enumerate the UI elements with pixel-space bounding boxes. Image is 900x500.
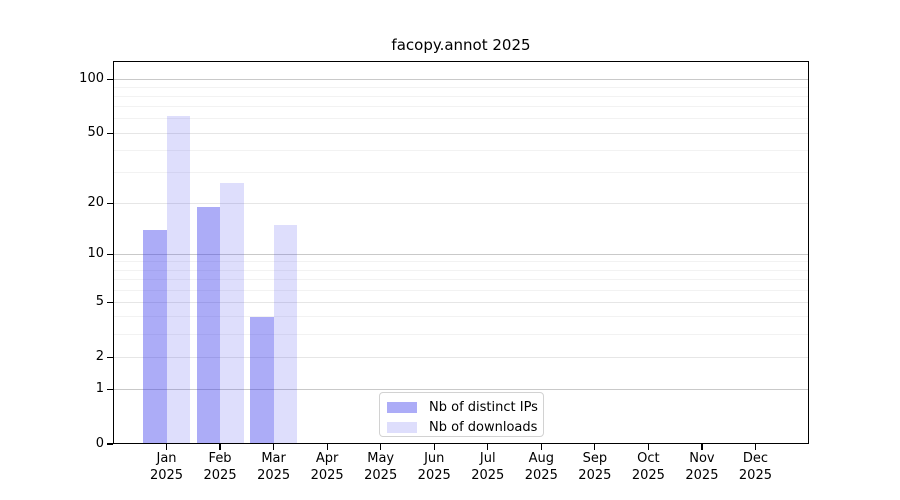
gridline-minor-labeled [114, 132, 808, 134]
x-tick-label-line: 2025 [578, 468, 612, 483]
x-tick-label-jul: Jul 2025 [458, 450, 518, 484]
y-tick-mark [107, 356, 113, 358]
x-tick-label-line: 2025 [257, 468, 291, 483]
x-tick-mark [433, 444, 435, 450]
gridline-major [114, 78, 808, 80]
gridline-minor [114, 86, 808, 88]
y-tick-mark [107, 78, 113, 80]
legend-swatch-downloads [387, 421, 417, 433]
gridline-minor-labeled [114, 356, 808, 358]
y-tick-mark [107, 132, 113, 134]
x-tick-label-line: 2025 [631, 468, 665, 483]
x-tick-label-aug: Aug 2025 [511, 450, 571, 484]
x-tick-label-feb: Feb 2025 [190, 450, 250, 484]
gridline-major [114, 253, 808, 255]
y-tick-label: 50 [87, 124, 104, 140]
legend-swatch-distinct-ips [387, 401, 417, 413]
y-tick-label: 10 [87, 245, 104, 261]
legend: Nb of distinct IPs Nb of downloads [379, 392, 544, 437]
x-tick-mark [380, 444, 382, 450]
x-tick-label-dec: Dec 2025 [725, 450, 785, 484]
x-tick-mark [273, 444, 275, 450]
x-tick-mark [701, 444, 703, 450]
x-tick-mark [487, 444, 489, 450]
x-tick-label-line: 2025 [471, 468, 505, 483]
x-tick-label-jan: Jan 2025 [137, 450, 197, 484]
x-tick-label-line: May [367, 451, 395, 466]
legend-item-downloads: Nb of downloads [387, 417, 543, 437]
x-tick-label-line: Mar [261, 451, 286, 466]
gridline-minor [114, 261, 808, 263]
x-tick-label-line: 2025 [685, 468, 719, 483]
gridline-minor [114, 171, 808, 173]
gridline-minor [114, 289, 808, 291]
x-tick-mark [594, 444, 596, 450]
gridline-minor [114, 149, 808, 151]
x-tick-label-line: 2025 [738, 468, 772, 483]
x-tick-label-line: Sep [582, 451, 608, 466]
y-tick-label: 0 [95, 435, 104, 451]
x-tick-label-mar: Mar 2025 [244, 450, 304, 484]
bar-downloads-mar [273, 224, 298, 444]
chart-title: facopy.annot 2025 [391, 36, 531, 54]
legend-item-distinct-ips: Nb of distinct IPs [387, 397, 543, 417]
gridline-minor [114, 96, 808, 98]
x-tick-label-line: 2025 [310, 468, 344, 483]
x-tick-label-line: Jul [479, 451, 496, 466]
gridline-minor [114, 269, 808, 271]
x-tick-label-sep: Sep 2025 [565, 450, 625, 484]
x-tick-label-jun: Jun 2025 [404, 450, 464, 484]
gridline-minor [114, 333, 808, 335]
x-tick-label-nov: Nov 2025 [672, 450, 732, 484]
x-tick-mark [754, 444, 757, 450]
legend-label-downloads: Nb of downloads [429, 419, 538, 435]
y-tick-mark [107, 301, 113, 303]
y-tick-label: 5 [95, 293, 104, 309]
gridline-minor [114, 118, 808, 120]
x-tick-mark [540, 444, 542, 450]
bar-ips-mar [250, 316, 274, 444]
x-tick-label-line: Jan [156, 451, 177, 466]
bar-ips-jan [143, 229, 167, 444]
gridline-minor-labeled [114, 301, 808, 303]
x-tick-label-line: Aug [528, 451, 554, 466]
x-tick-label-line: Feb [208, 451, 232, 466]
gridline-minor-labeled [114, 202, 808, 204]
x-tick-label-apr: Apr 2025 [297, 450, 357, 484]
gridline-minor [114, 106, 808, 108]
x-tick-label-line: 2025 [417, 468, 451, 483]
gridline-minor [114, 316, 808, 318]
x-tick-label-line: Oct [637, 451, 660, 466]
x-tick-label-line: 2025 [524, 468, 558, 483]
y-tick-mark [107, 202, 113, 204]
x-tick-label-may: May 2025 [351, 450, 411, 484]
legend-label-distinct-ips: Nb of distinct IPs [429, 399, 538, 415]
y-tick-mark [107, 388, 113, 390]
y-tick-label: 1 [95, 380, 104, 396]
x-tick-label-line: 2025 [149, 468, 184, 483]
y-tick-label: 100 [79, 70, 104, 86]
x-tick-label-line: 2025 [203, 468, 237, 483]
x-tick-label-oct: Oct 2025 [618, 450, 678, 484]
y-tick-mark [107, 443, 113, 445]
x-tick-label-line: Nov [689, 451, 715, 466]
bar-downloads-feb [220, 183, 244, 444]
y-tick-label: 2 [95, 348, 104, 364]
x-tick-mark [219, 444, 221, 450]
x-tick-mark [647, 444, 649, 450]
x-tick-label-line: Dec [742, 451, 769, 466]
x-tick-label-line: 2025 [364, 468, 398, 483]
x-tick-label-line: Apr [315, 451, 339, 466]
bar-downloads-jan [166, 116, 191, 444]
y-tick-mark [107, 253, 113, 255]
y-tick-label: 20 [87, 194, 104, 210]
bar-ips-feb [196, 207, 221, 444]
x-tick-label-line: Jun [424, 451, 445, 466]
gridline-minor [114, 279, 808, 281]
x-tick-mark [326, 444, 328, 450]
x-tick-mark [165, 444, 168, 450]
gridline-major [114, 388, 808, 390]
